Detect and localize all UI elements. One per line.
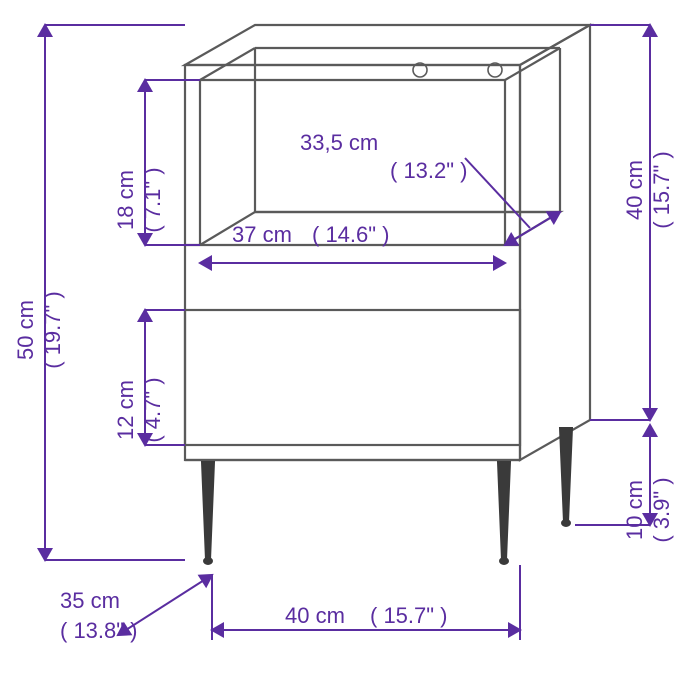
- svg-text:( 15.7" ): ( 15.7" ): [649, 151, 674, 229]
- svg-text:( 3.9" ): ( 3.9" ): [649, 477, 674, 542]
- cabinet: [185, 25, 590, 564]
- dim-leg-height: 10 cm ( 3.9" ): [575, 425, 674, 543]
- svg-text:10 cm: 10 cm: [622, 480, 647, 540]
- svg-text:18 cm: 18 cm: [113, 170, 138, 230]
- svg-text:35 cm: 35 cm: [60, 588, 120, 613]
- svg-text:( 7.1" ): ( 7.1" ): [140, 167, 165, 232]
- svg-text:( 4.7" ): ( 4.7" ): [140, 377, 165, 442]
- dim-drawer-height: 12 cm ( 4.7" ): [113, 310, 185, 445]
- dimension-diagram: 50 cm ( 19.7" ) 18 cm ( 7.1" ) 12 cm ( 4…: [0, 0, 700, 700]
- dim-label: ( 19.7" ): [40, 291, 65, 369]
- legs: [202, 428, 572, 564]
- svg-text:( 13.2" ): ( 13.2" ): [390, 158, 468, 183]
- dim-total-height: 50 cm ( 19.7" ): [13, 25, 185, 560]
- svg-text:40 cm: 40 cm: [285, 603, 345, 628]
- svg-text:37 cm: 37 cm: [232, 222, 292, 247]
- dim-shelf-width: 37 cm ( 14.6" ): [200, 222, 505, 263]
- svg-text:( 13.8" ): ( 13.8" ): [60, 618, 138, 643]
- svg-text:( 14.6" ): ( 14.6" ): [312, 222, 390, 247]
- dim-label: 50 cm: [13, 300, 38, 360]
- dim-body-height: 40 cm ( 15.7" ): [590, 25, 674, 420]
- svg-text:12 cm: 12 cm: [113, 380, 138, 440]
- svg-text:40 cm: 40 cm: [622, 160, 647, 220]
- dim-total-width: 40 cm ( 15.7" ): [212, 565, 520, 640]
- svg-text:( 15.7" ): ( 15.7" ): [370, 603, 448, 628]
- dim-total-depth: 35 cm ( 13.8" ): [60, 575, 212, 643]
- svg-text:33,5 cm: 33,5 cm: [300, 130, 378, 155]
- dim-opening-height: 18 cm ( 7.1" ): [113, 80, 200, 245]
